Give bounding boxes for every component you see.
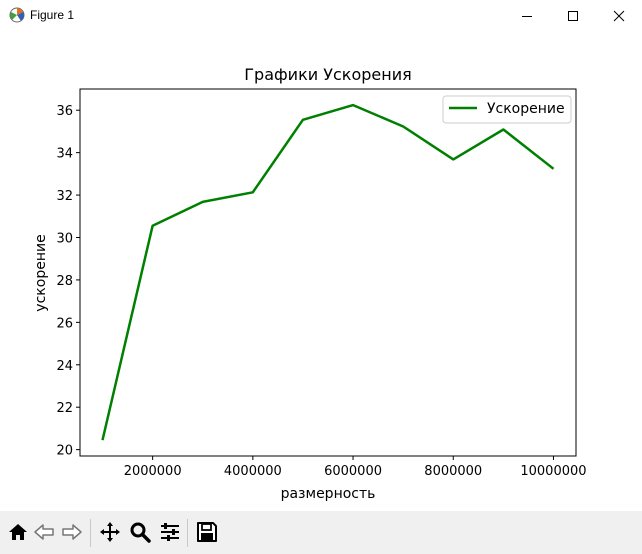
y-tick-label: 20: [56, 444, 73, 459]
y-tick-label: 26: [56, 316, 73, 331]
series-layer: [101, 103, 555, 441]
configure-subplots-icon: [161, 523, 179, 541]
y-tick-label: 32: [56, 189, 73, 204]
x-tick-label: 6000000: [324, 464, 382, 479]
legend-label: Ускорение: [487, 101, 565, 117]
y-tick-label: 28: [56, 274, 73, 289]
x-tick-label: 8000000: [424, 464, 482, 479]
configure-subplots-button[interactable]: [158, 520, 182, 544]
save-icon: [197, 522, 217, 542]
series-line: [101, 103, 555, 441]
forward-button[interactable]: [60, 520, 84, 544]
home-button[interactable]: [6, 520, 30, 544]
toolbar-separator: [90, 519, 91, 547]
figure-canvas: Графики Ускорения 20 22 24 26 28 30 32 34 36 200…: [0, 31, 642, 511]
line-chart: Графики Ускорения 20 22 24 26 28 30 32 34 36 200…: [33, 65, 587, 502]
close-icon: [613, 10, 625, 21]
legend: Ускорение: [442, 95, 572, 124]
back-icon: [34, 524, 54, 540]
y-tick-label: 24: [56, 359, 73, 374]
y-tick-label: 30: [56, 231, 73, 246]
toolbar: [0, 511, 642, 554]
x-axis-label: размерность: [281, 486, 376, 502]
matplotlib-icon: [9, 7, 25, 23]
x-tick-label: 2000000: [124, 464, 182, 479]
back-button[interactable]: [32, 520, 56, 544]
x-axis: 2000000 4000000 6000000 8000000 10000000: [124, 456, 587, 479]
zoom-icon: [130, 522, 151, 543]
pan-button[interactable]: [98, 520, 122, 544]
maximize-button[interactable]: [550, 0, 596, 31]
x-tick-label: 10000000: [520, 464, 586, 479]
y-axis-label: ускорение: [33, 234, 49, 311]
forward-icon: [62, 524, 82, 540]
close-button[interactable]: [596, 0, 642, 31]
toolbar-separator: [187, 519, 188, 547]
y-axis: 20 22 24 26 28 30 32 34 36: [56, 104, 80, 459]
pan-icon: [100, 522, 120, 542]
minimize-button[interactable]: [504, 0, 550, 31]
title-bar: Figure 1: [0, 0, 642, 31]
minimize-icon: [522, 15, 532, 17]
window-title: Figure 1: [30, 8, 75, 22]
legend-box: [442, 95, 572, 124]
save-button[interactable]: [195, 520, 219, 544]
y-tick-label: 22: [56, 401, 73, 416]
y-tick-label: 36: [56, 104, 73, 119]
chart-title: Графики Ускорения: [244, 65, 411, 84]
plot-area: [79, 88, 577, 457]
zoom-button[interactable]: [128, 520, 152, 544]
x-tick-label: 4000000: [224, 464, 282, 479]
home-icon: [9, 524, 27, 540]
y-tick-label: 34: [56, 147, 73, 162]
maximize-icon: [568, 10, 578, 21]
